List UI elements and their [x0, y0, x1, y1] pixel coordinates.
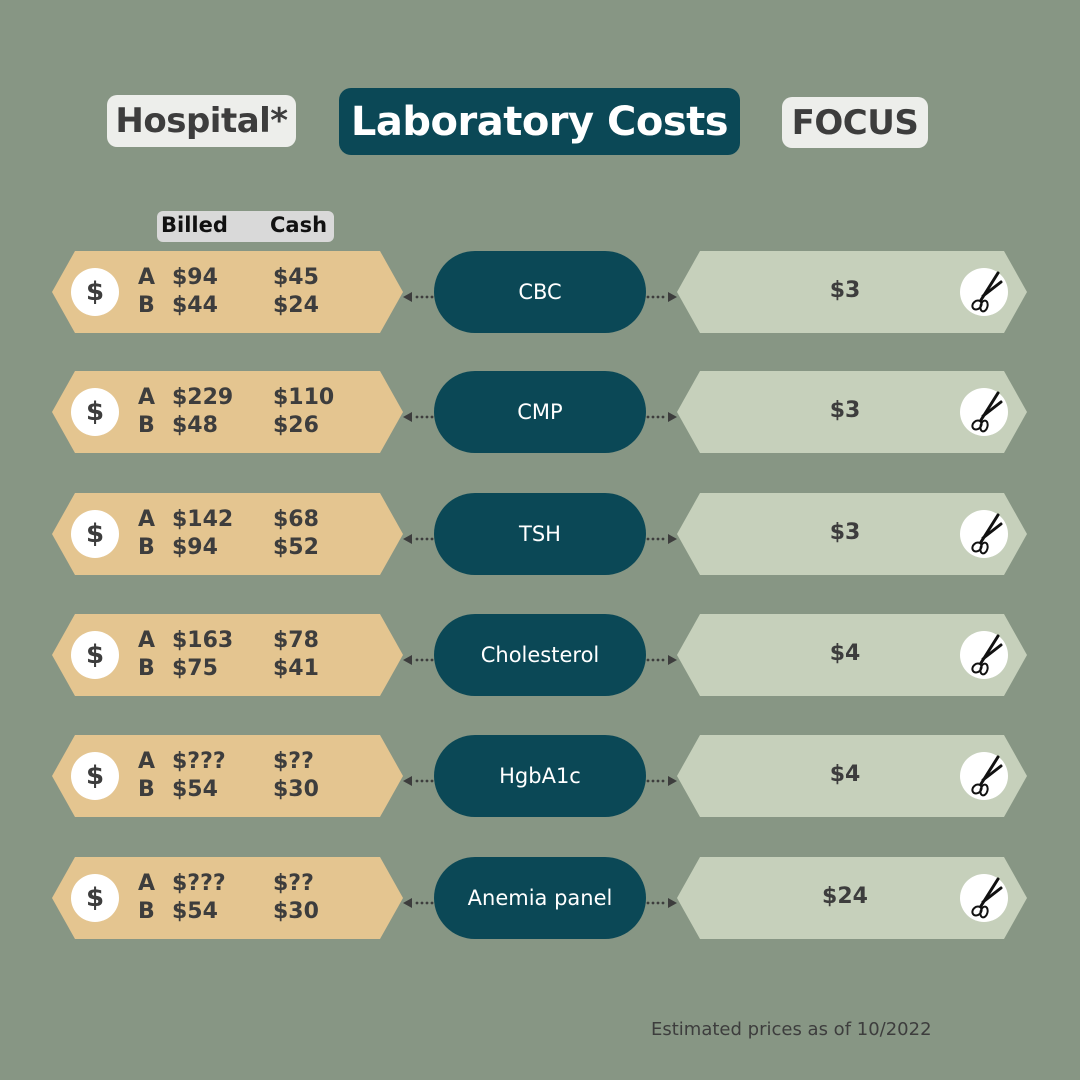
dollar-icon: $ [71, 752, 119, 800]
focus-price: $24 [822, 884, 868, 909]
hospital-b-billed: $54 [172, 899, 218, 924]
table-row: $ A $163 $78 B $75 $41 Cholesterol $4 [0, 614, 1080, 696]
table-row: $ A $??? $?? B $54 $30 Anemia panel $24 [0, 857, 1080, 939]
hospital-a-cash: $78 [273, 628, 319, 653]
hospital-a-label: A [138, 265, 156, 290]
arrow-left-connector [403, 407, 434, 422]
hospital-a-billed: $??? [172, 871, 226, 896]
hospital-a-label: A [138, 871, 156, 896]
hospital-header-label: Hospital* [107, 95, 296, 147]
hospital-b-label: B [138, 656, 155, 681]
arrow-right-connector [646, 407, 677, 422]
test-name-pill: HgbA1c [434, 735, 646, 817]
hospital-b-billed: $94 [172, 535, 218, 560]
focus-header-label: FOCUS [782, 97, 928, 148]
test-name-pill: Anemia panel [434, 857, 646, 939]
scissors-icon [960, 752, 1008, 800]
hospital-a-label: A [138, 628, 156, 653]
hospital-a-label: A [138, 385, 156, 410]
hospital-b-label: B [138, 413, 155, 438]
table-row: $ A $??? $?? B $54 $30 HgbA1c $4 [0, 735, 1080, 817]
focus-price: $3 [829, 278, 861, 303]
hospital-a-billed: $229 [172, 385, 234, 410]
cash-column-header: Cash [270, 213, 328, 237]
arrow-left-connector [403, 287, 434, 302]
scissors-icon [960, 874, 1008, 922]
hospital-a-billed: $163 [172, 628, 234, 653]
hospital-b-label: B [138, 293, 155, 318]
hospital-b-cash: $52 [273, 535, 319, 560]
scissors-icon [960, 388, 1008, 436]
billed-column-header: Billed [161, 213, 228, 237]
dollar-icon: $ [71, 510, 119, 558]
hospital-a-billed: $94 [172, 265, 218, 290]
hospital-a-cash: $45 [273, 265, 319, 290]
arrow-right-connector [646, 529, 677, 544]
hospital-b-billed: $48 [172, 413, 218, 438]
hospital-b-label: B [138, 899, 155, 924]
focus-price: $3 [829, 398, 861, 423]
hospital-a-label: A [138, 507, 156, 532]
hospital-b-billed: $54 [172, 777, 218, 802]
arrow-left-connector [403, 650, 434, 665]
hospital-b-billed: $44 [172, 293, 218, 318]
dollar-icon: $ [71, 268, 119, 316]
footer-note: Estimated prices as of 10/2022 [651, 1019, 932, 1040]
focus-price: $4 [829, 762, 861, 787]
dollar-icon: $ [71, 874, 119, 922]
hospital-b-cash: $30 [273, 777, 319, 802]
hospital-a-billed: $142 [172, 507, 234, 532]
arrow-left-connector [403, 771, 434, 786]
scissors-icon [960, 510, 1008, 558]
hospital-a-cash: $?? [273, 749, 314, 774]
arrow-right-connector [646, 287, 677, 302]
dollar-icon: $ [71, 631, 119, 679]
test-name-pill: CBC [434, 251, 646, 333]
hospital-b-label: B [138, 777, 155, 802]
scissors-icon [960, 268, 1008, 316]
hospital-b-cash: $26 [273, 413, 319, 438]
hospital-a-billed: $??? [172, 749, 226, 774]
arrow-right-connector [646, 893, 677, 908]
focus-price: $4 [829, 641, 861, 666]
hospital-b-cash: $41 [273, 656, 319, 681]
focus-price: $3 [829, 520, 861, 545]
arrow-left-connector [403, 529, 434, 544]
hospital-a-cash: $?? [273, 871, 314, 896]
hospital-b-cash: $30 [273, 899, 319, 924]
hospital-a-label: A [138, 749, 156, 774]
table-row: $ A $229 $110 B $48 $26 CMP $3 [0, 371, 1080, 453]
hospital-a-cash: $110 [273, 385, 335, 410]
test-name-pill: TSH [434, 493, 646, 575]
table-row: $ A $94 $45 B $44 $24 CBC $3 [0, 251, 1080, 333]
arrow-right-connector [646, 771, 677, 786]
page-title: Laboratory Costs [339, 88, 740, 155]
scissors-icon [960, 631, 1008, 679]
hospital-b-label: B [138, 535, 155, 560]
arrow-left-connector [403, 893, 434, 908]
table-row: $ A $142 $68 B $94 $52 TSH $3 [0, 493, 1080, 575]
column-headers: Billed Cash [157, 211, 334, 242]
hospital-b-billed: $75 [172, 656, 218, 681]
test-name-pill: CMP [434, 371, 646, 453]
hospital-a-cash: $68 [273, 507, 319, 532]
test-name-pill: Cholesterol [434, 614, 646, 696]
hospital-b-cash: $24 [273, 293, 319, 318]
dollar-icon: $ [71, 388, 119, 436]
arrow-right-connector [646, 650, 677, 665]
